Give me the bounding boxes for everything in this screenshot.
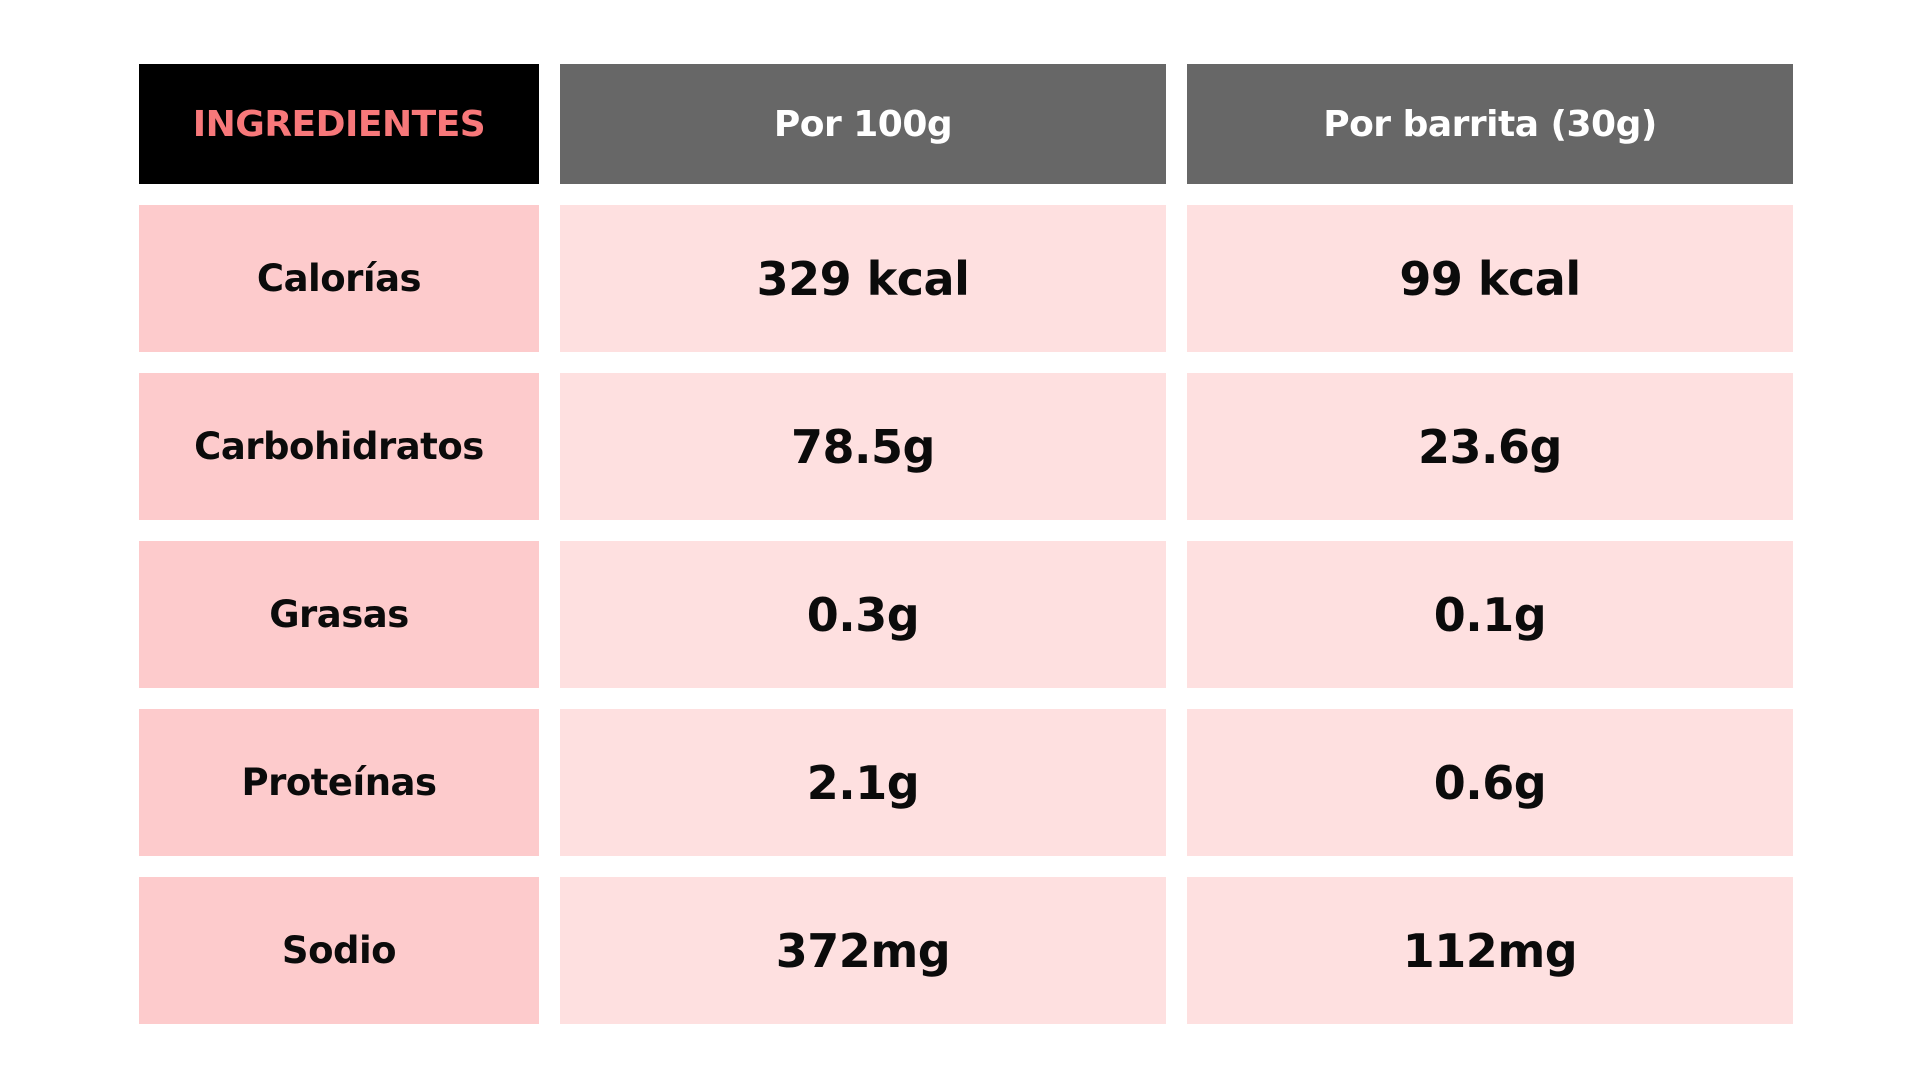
header-ingredients: INGREDIENTES: [139, 64, 539, 184]
row-value-per-bar: 99 kcal: [1187, 205, 1793, 352]
row-label-sodio: Sodio: [139, 877, 539, 1024]
header-per-100g: Por 100g: [560, 64, 1166, 184]
row-value-per-100g: 2.1g: [560, 709, 1166, 856]
row-label-calorias: Calorías: [139, 205, 539, 352]
row-value-per-100g: 0.3g: [560, 541, 1166, 688]
row-value-per-bar: 23.6g: [1187, 373, 1793, 520]
row-value-per-100g: 372mg: [560, 877, 1166, 1024]
row-value-per-bar: 0.6g: [1187, 709, 1793, 856]
nutrition-table: INGREDIENTES Por 100g Por barrita (30g) …: [139, 64, 1793, 1024]
row-label-grasas: Grasas: [139, 541, 539, 688]
row-label-proteinas: Proteínas: [139, 709, 539, 856]
row-value-per-100g: 329 kcal: [560, 205, 1166, 352]
row-label-carbohidratos: Carbohidratos: [139, 373, 539, 520]
row-value-per-100g: 78.5g: [560, 373, 1166, 520]
row-value-per-bar: 112mg: [1187, 877, 1793, 1024]
header-per-bar: Por barrita (30g): [1187, 64, 1793, 184]
row-value-per-bar: 0.1g: [1187, 541, 1793, 688]
